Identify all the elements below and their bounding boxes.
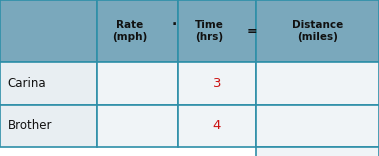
Text: 4: 4 <box>213 119 221 132</box>
Bar <box>0 0 97 62</box>
Text: Brother: Brother <box>8 119 52 132</box>
Text: Time
(hrs): Time (hrs) <box>195 20 224 42</box>
Text: Rate
(mph): Rate (mph) <box>112 20 147 42</box>
Bar <box>0 105 97 147</box>
Bar <box>256 0 379 62</box>
Bar <box>97 105 178 147</box>
Bar <box>178 0 256 62</box>
Bar <box>178 62 256 105</box>
Text: Distance
(miles): Distance (miles) <box>292 20 343 42</box>
Bar <box>178 105 256 147</box>
Text: Carina: Carina <box>8 77 46 90</box>
Bar <box>256 62 379 105</box>
Bar <box>97 0 178 62</box>
Bar <box>256 105 379 147</box>
Text: ·: · <box>172 18 177 32</box>
Text: =: = <box>247 25 257 38</box>
Bar <box>256 147 379 156</box>
Bar <box>0 62 97 105</box>
Text: 3: 3 <box>213 77 221 90</box>
Bar <box>97 62 178 105</box>
